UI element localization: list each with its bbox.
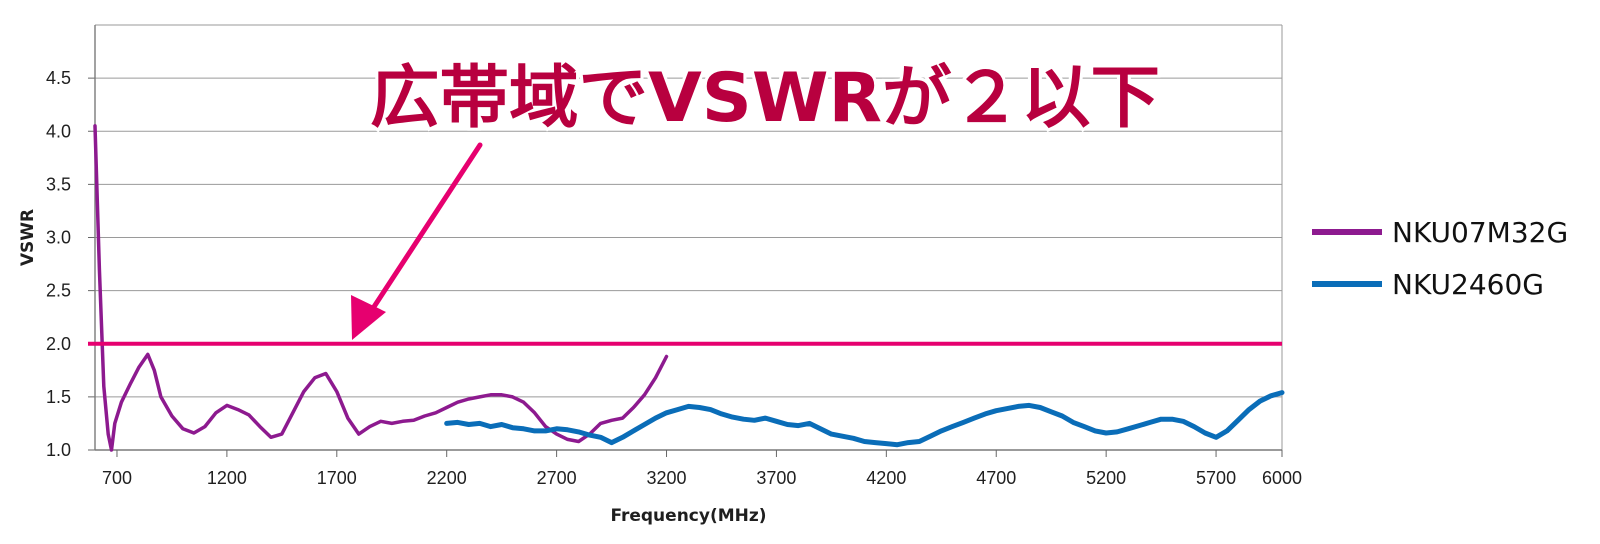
annotation-arrow xyxy=(361,142,483,325)
y-tick-label: 1.5 xyxy=(46,387,71,407)
x-tick-label: 4200 xyxy=(866,468,906,488)
x-tick-label: 6000 xyxy=(1262,468,1302,488)
series-line-nku2460g xyxy=(444,390,1285,448)
annotation-layer: 広帯域でVSWRが２以下 xyxy=(351,56,1163,340)
x-tick-label: 2200 xyxy=(427,468,467,488)
x-axis-title: Frequency(MHz) xyxy=(610,506,766,526)
y-tick-label: 3.5 xyxy=(46,174,71,194)
y-tick-label: 4.0 xyxy=(46,121,71,141)
x-tick-label: 1200 xyxy=(207,468,247,488)
x-tick-label: 3200 xyxy=(646,468,686,488)
legend-label: NKU07M32G xyxy=(1392,216,1568,249)
annotation-arrowhead xyxy=(351,295,386,340)
y-tick-label: 4.5 xyxy=(46,68,71,88)
x-tick-label: 2700 xyxy=(537,468,577,488)
x-tick-label: 1700 xyxy=(317,468,357,488)
x-tick-label: 5200 xyxy=(1086,468,1126,488)
x-tick-label: 4700 xyxy=(976,468,1016,488)
x-tick-label: 700 xyxy=(102,468,132,488)
y-axis-title: VSWR xyxy=(18,209,38,266)
legend-layer: NKU07M32G NKU2460G xyxy=(1312,216,1568,301)
series-line-nku07m32g xyxy=(93,124,669,452)
y-tick-label: 1.0 xyxy=(46,440,71,460)
y-tick-label: 3.0 xyxy=(46,228,71,248)
y-tick-label: 2.0 xyxy=(46,334,71,354)
series-layer xyxy=(93,124,1285,452)
legend-label: NKU2460G xyxy=(1392,268,1544,301)
axis-layer: 1.0 1.5 2.0 2.5 3.0 3.5 4.0 4.5 700 1200 1700 2200 2… xyxy=(18,25,1302,526)
x-tick-label: 3700 xyxy=(756,468,796,488)
annotation-label: 広帯域でVSWRが２以下 xyxy=(370,59,1160,138)
x-tick-label: 5700 xyxy=(1196,468,1236,488)
y-tick-label: 2.5 xyxy=(46,281,71,301)
